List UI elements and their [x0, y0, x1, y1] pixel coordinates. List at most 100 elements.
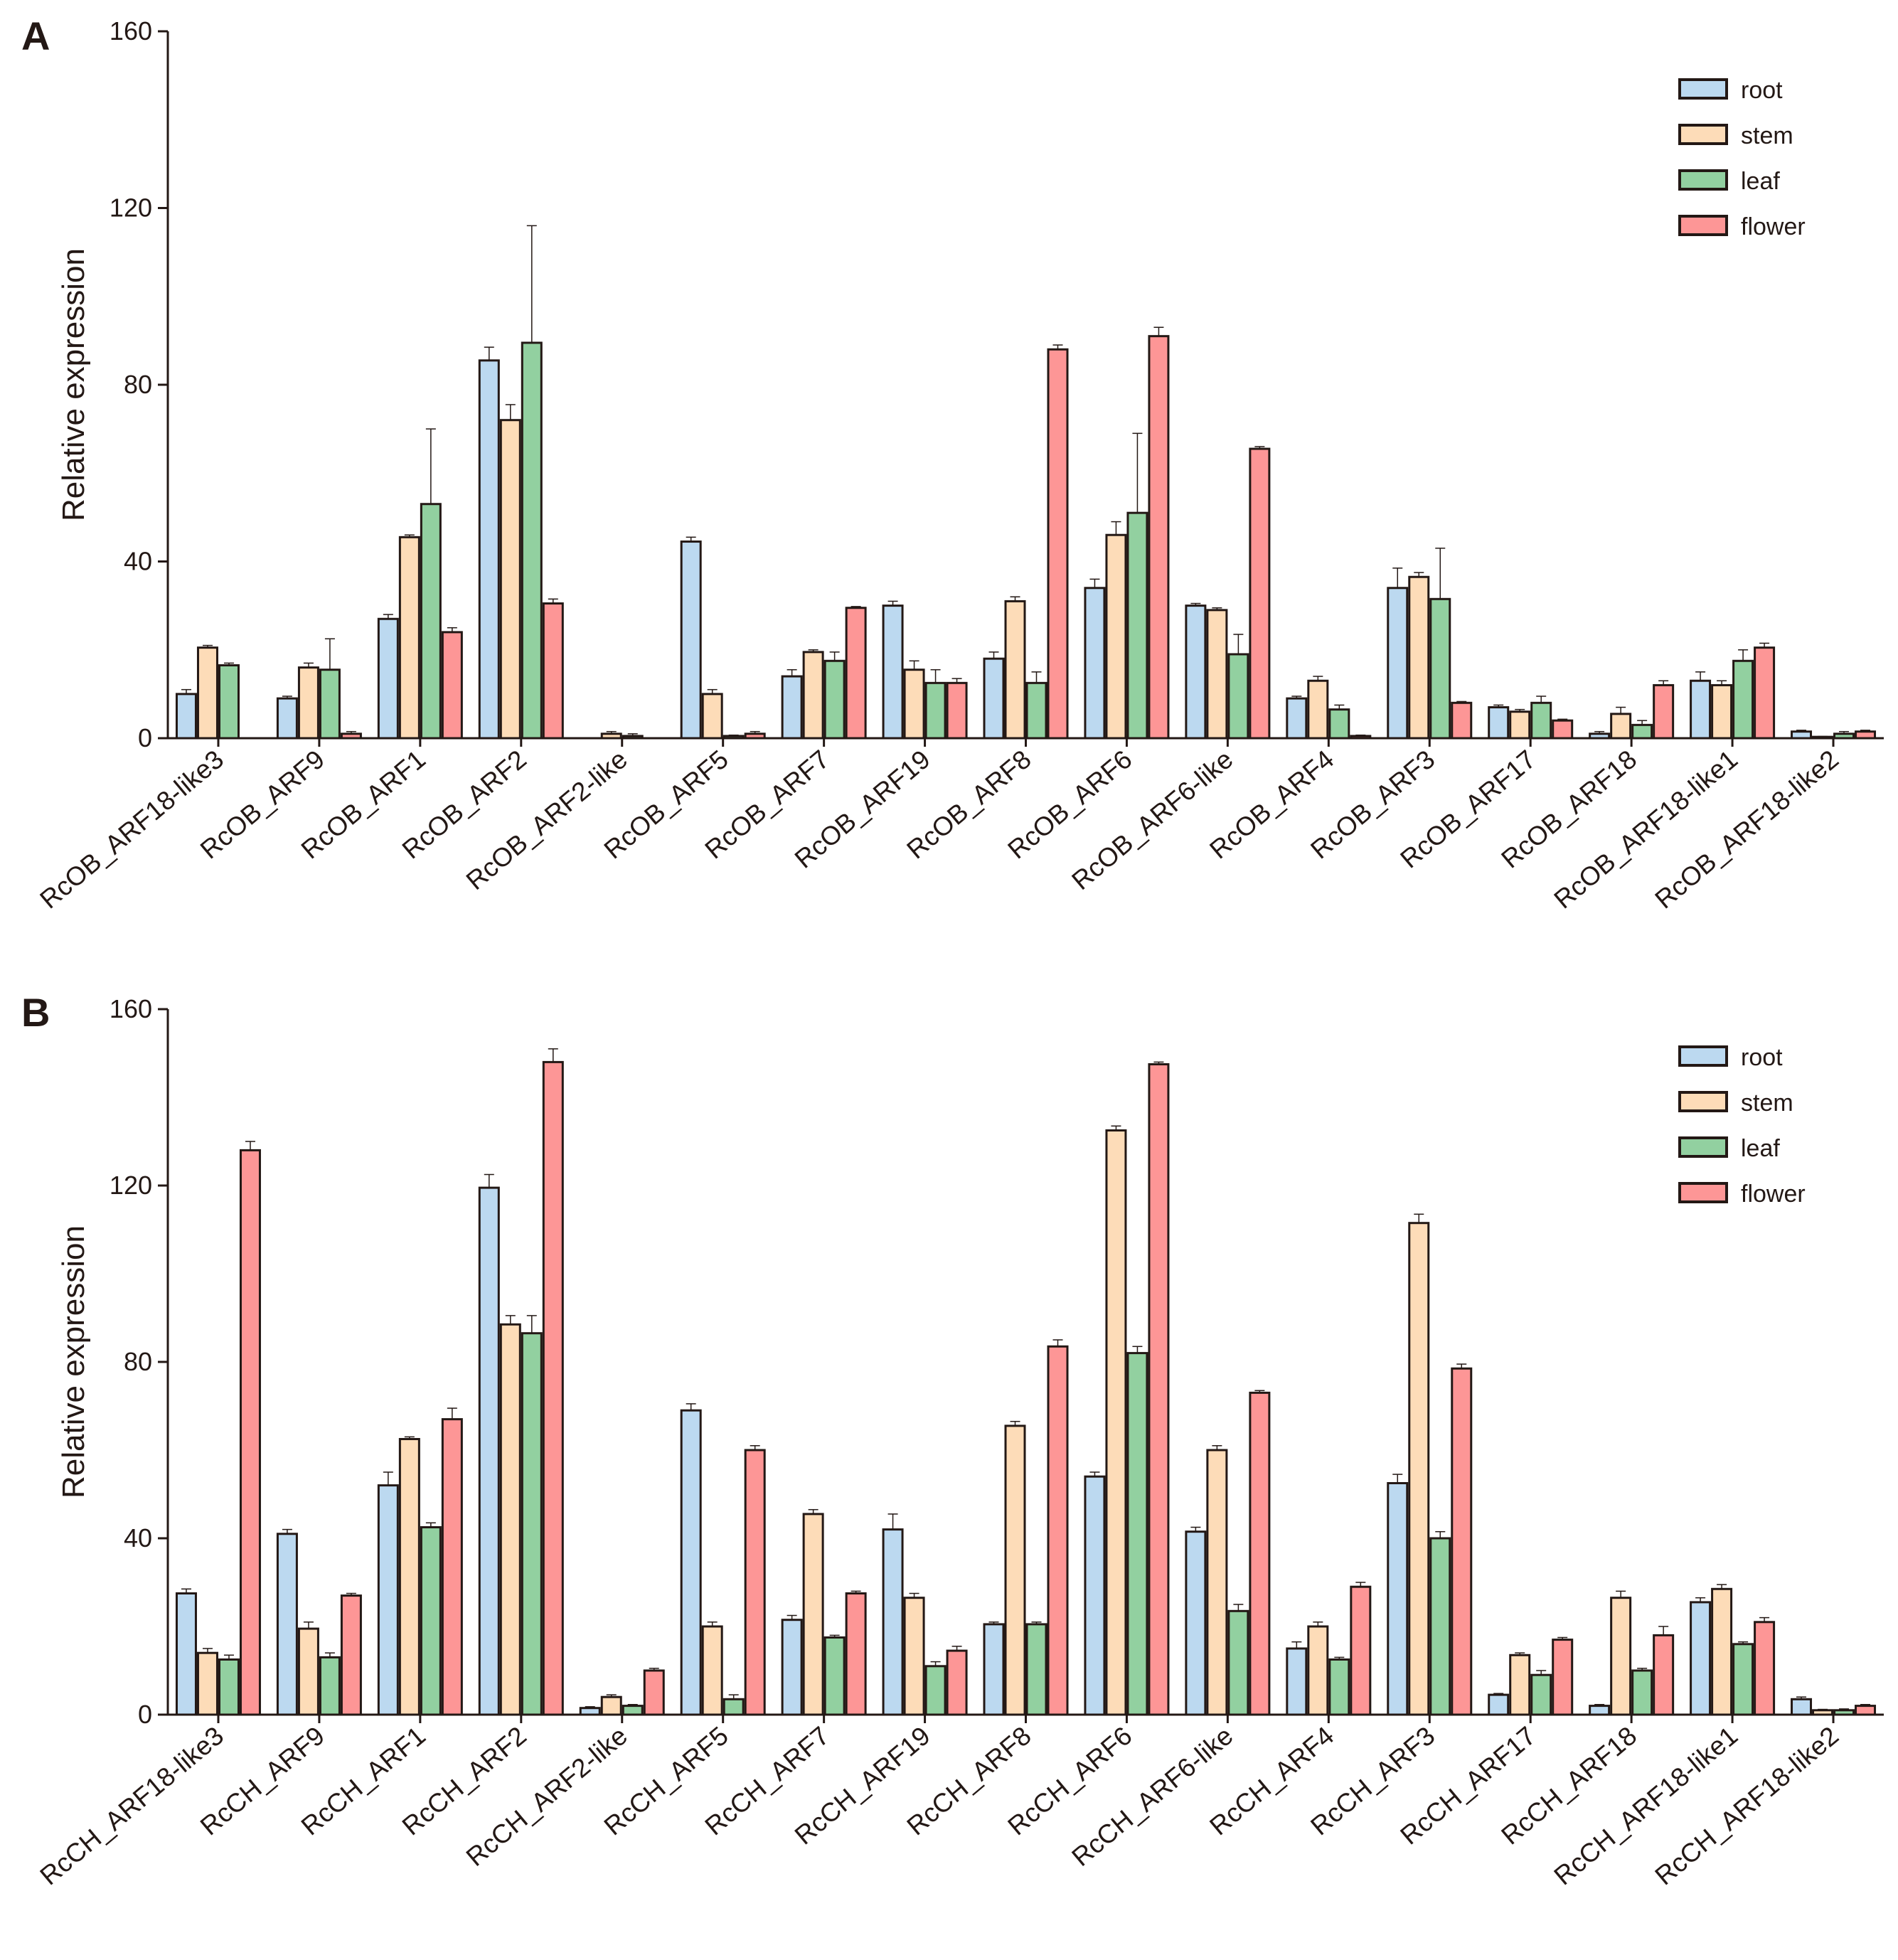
- bar-root: [1690, 679, 1712, 740]
- bar-root: [1589, 1705, 1611, 1716]
- bar-stem: [1610, 713, 1632, 740]
- legend-label: leaf: [1741, 1135, 1780, 1162]
- bar-flower: [845, 1592, 867, 1716]
- bar-flower: [744, 1449, 766, 1716]
- bar-stem: [903, 669, 925, 740]
- legend-label: flower: [1741, 213, 1806, 240]
- bar-root: [1185, 604, 1207, 740]
- legend-swatch-root: [1678, 78, 1728, 100]
- bar-flower: [1148, 335, 1170, 740]
- bar-stem: [1509, 1653, 1531, 1716]
- bar-flower: [1047, 348, 1069, 740]
- bar-leaf: [521, 1332, 543, 1716]
- bar-flower: [340, 1594, 362, 1716]
- bar-stem: [1004, 600, 1026, 740]
- bar-root: [1589, 733, 1611, 740]
- bar-stem: [1509, 710, 1531, 740]
- bar-stem: [701, 1625, 723, 1716]
- bar-root: [1084, 1475, 1106, 1716]
- bar-leaf: [1732, 1643, 1754, 1716]
- bar-flower: [1451, 701, 1473, 740]
- bar-flower: [845, 607, 867, 740]
- bar-flower: [1754, 1621, 1776, 1716]
- bar-stem: [1408, 575, 1430, 740]
- y-tick-label: 0: [138, 723, 152, 752]
- legend-label: stem: [1741, 1090, 1793, 1117]
- bar-root: [1791, 1698, 1813, 1716]
- bar-stem: [196, 1651, 218, 1716]
- bar-root: [478, 359, 500, 740]
- bar-root: [175, 1592, 197, 1716]
- bar-flower: [946, 1649, 968, 1716]
- bar-flower: [1653, 683, 1675, 740]
- bar-leaf: [1328, 708, 1350, 740]
- bar-flower: [1451, 1367, 1473, 1716]
- bar-root: [1690, 1601, 1712, 1716]
- bar-root: [1387, 587, 1409, 740]
- panel-b-chart: B 0 40 80 120 160 Relative expression RcCH_ARF1…: [21, 990, 1884, 1891]
- y-tick-label: 80: [124, 370, 152, 399]
- bar-flower: [441, 1418, 463, 1716]
- bar-flower: [1249, 1391, 1271, 1716]
- legend-swatch-stem: [1678, 124, 1728, 145]
- bar-root: [377, 1484, 399, 1716]
- bar-stem: [1610, 1597, 1632, 1716]
- y-tick-label: 0: [138, 1700, 152, 1729]
- bar-leaf: [1025, 681, 1047, 740]
- x-tick-label: RcOB_ARF18-like1: [1549, 745, 1744, 915]
- panel-label: A: [21, 14, 50, 58]
- bar-stem: [802, 651, 824, 740]
- bar-leaf: [1429, 597, 1451, 740]
- bar-flower: [1047, 1345, 1069, 1716]
- legend-label: root: [1741, 1044, 1783, 1071]
- bar-stem: [1408, 1222, 1430, 1716]
- bar-stem: [1206, 1449, 1228, 1716]
- bar-stem: [398, 1438, 420, 1716]
- bar-flower: [1653, 1634, 1675, 1716]
- bar-stem: [499, 1323, 521, 1716]
- bar-root: [882, 604, 904, 740]
- bar-flower: [1249, 447, 1271, 740]
- x-tick-label: RcCH_ARF18-like2: [1650, 1721, 1845, 1891]
- bar-stem: [1812, 735, 1834, 740]
- bar-leaf: [622, 735, 644, 740]
- bar-root: [882, 1528, 904, 1716]
- bar-stem: [297, 1627, 319, 1716]
- bar-leaf: [1631, 1669, 1653, 1716]
- bar-root: [1286, 1647, 1308, 1716]
- bar-stem: [600, 733, 622, 740]
- bar-stem: [297, 666, 319, 740]
- y-axis-label: Relative expression: [56, 1225, 91, 1498]
- bar-stem: [196, 646, 218, 740]
- bar-leaf: [723, 1698, 745, 1716]
- bar-root: [377, 617, 399, 740]
- bar-leaf: [823, 1636, 846, 1716]
- bar-leaf: [1833, 1709, 1855, 1716]
- bar-flower: [946, 681, 968, 740]
- bar-flower: [1350, 1585, 1372, 1716]
- bar-stem: [499, 419, 521, 740]
- bar-leaf: [1025, 1623, 1047, 1716]
- bar-leaf: [420, 503, 442, 740]
- bar-flower: [542, 602, 564, 740]
- bar-leaf: [924, 681, 947, 740]
- legend-label: flower: [1741, 1181, 1806, 1208]
- bar-leaf: [924, 1665, 947, 1716]
- x-tick-label: RcOB_ARF18-like3: [34, 745, 229, 915]
- bar-leaf: [622, 1705, 644, 1716]
- bar-stem: [600, 1695, 622, 1716]
- bar-leaf: [1227, 1609, 1249, 1716]
- bar-flower: [542, 1060, 564, 1716]
- bar-flower: [239, 1149, 261, 1716]
- bar-leaf: [420, 1526, 442, 1716]
- bar-root: [175, 693, 197, 740]
- bar-stem: [1307, 679, 1329, 740]
- bar-root: [276, 697, 298, 740]
- bar-leaf: [319, 669, 341, 740]
- bar-stem: [802, 1513, 824, 1716]
- bar-flower: [340, 733, 362, 740]
- bar-root: [579, 1707, 601, 1716]
- bar-root: [478, 1186, 500, 1716]
- bar-root: [983, 1623, 1005, 1716]
